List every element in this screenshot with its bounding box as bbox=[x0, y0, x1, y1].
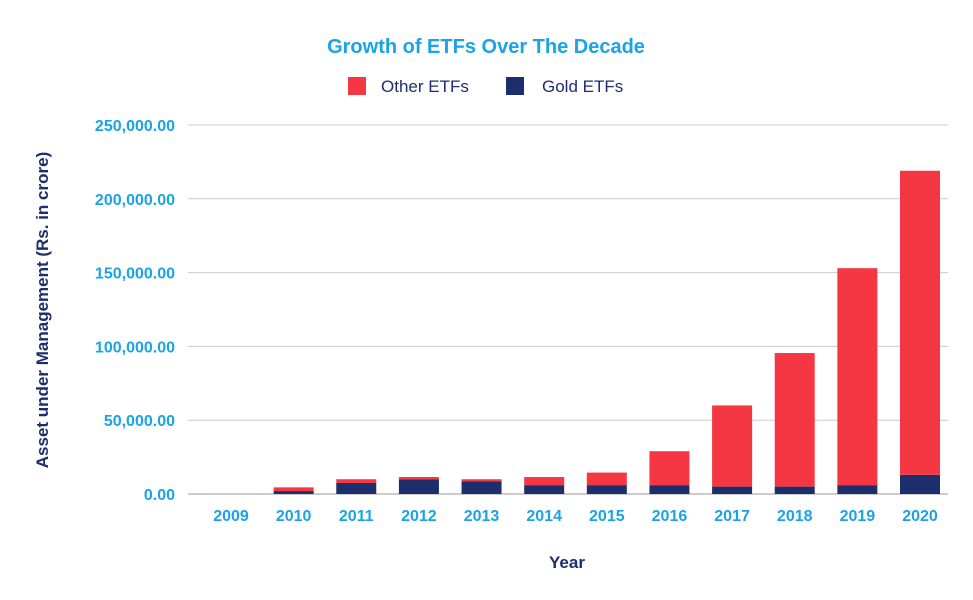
grid-lines bbox=[188, 124, 948, 495]
chart-title: Growth of ETFs Over The Decade bbox=[327, 36, 645, 58]
y-tick-label: 250,000.00 bbox=[95, 118, 175, 135]
x-tick-label: 2016 bbox=[652, 508, 688, 525]
y-axis-label: Asset under Management (Rs. in crore) bbox=[33, 152, 52, 468]
x-tick-label: 2015 bbox=[589, 508, 625, 525]
x-tick-label: 2009 bbox=[213, 508, 249, 525]
x-tick-label: 2013 bbox=[464, 508, 500, 525]
legend-swatch-gold-etfs bbox=[506, 77, 524, 95]
bar-other-etfs-2015 bbox=[586, 472, 627, 486]
bar-gold-etfs-2014 bbox=[524, 485, 565, 494]
bar-gold-etfs-2019 bbox=[837, 485, 878, 494]
bar-gold-etfs-2013 bbox=[461, 481, 502, 494]
bar-other-etfs-2011 bbox=[336, 479, 377, 483]
bar-other-etfs-2017 bbox=[712, 405, 753, 487]
legend-swatch-other-etfs bbox=[348, 77, 366, 95]
x-tick-label: 2018 bbox=[777, 508, 813, 525]
bar-other-etfs-2014 bbox=[524, 477, 565, 486]
x-axis-label: Year bbox=[549, 553, 585, 572]
bar-gold-etfs-2016 bbox=[649, 485, 690, 494]
bars bbox=[273, 170, 940, 494]
x-tick-label: 2017 bbox=[714, 508, 750, 525]
legend-label-gold-etfs: Gold ETFs bbox=[542, 77, 623, 96]
legend: Other ETFs Gold ETFs bbox=[348, 77, 623, 96]
x-tick-label: 2020 bbox=[902, 508, 938, 525]
bar-gold-etfs-2017 bbox=[712, 486, 753, 494]
x-tick-label: 2019 bbox=[840, 508, 876, 525]
y-axis-ticks: 0.00 50,000.00 100,000.00 150,000.00 200,000… bbox=[95, 118, 175, 504]
x-tick-label: 2012 bbox=[401, 508, 437, 525]
bar-gold-etfs-2012 bbox=[398, 479, 439, 494]
bar-other-etfs-2020 bbox=[900, 170, 940, 475]
bar-other-etfs-2016 bbox=[649, 451, 690, 486]
y-tick-label: 50,000.00 bbox=[104, 413, 175, 430]
bar-other-etfs-2013 bbox=[461, 479, 502, 482]
bar-gold-etfs-2011 bbox=[336, 482, 377, 494]
y-tick-label: 150,000.00 bbox=[95, 266, 175, 283]
x-tick-label: 2011 bbox=[339, 508, 374, 525]
y-tick-label: 100,000.00 bbox=[95, 339, 175, 356]
bar-gold-etfs-2020 bbox=[900, 474, 940, 494]
bar-gold-etfs-2010 bbox=[273, 491, 314, 494]
y-tick-label: 0.00 bbox=[144, 487, 175, 504]
bar-other-etfs-2019 bbox=[837, 268, 878, 486]
bar-other-etfs-2018 bbox=[774, 353, 815, 487]
x-axis-ticks: 2009 2010 2011 2012 2013 2014 2015 2016 2017 2018… bbox=[213, 508, 938, 525]
bar-gold-etfs-2018 bbox=[774, 486, 815, 494]
bar-gold-etfs-2015 bbox=[586, 485, 627, 494]
bar-other-etfs-2010 bbox=[273, 487, 314, 492]
bar-other-etfs-2012 bbox=[398, 477, 439, 480]
y-tick-label: 200,000.00 bbox=[95, 192, 175, 209]
x-tick-label: 2010 bbox=[276, 508, 312, 525]
x-tick-label: 2014 bbox=[526, 508, 562, 525]
legend-label-other-etfs: Other ETFs bbox=[381, 77, 469, 96]
